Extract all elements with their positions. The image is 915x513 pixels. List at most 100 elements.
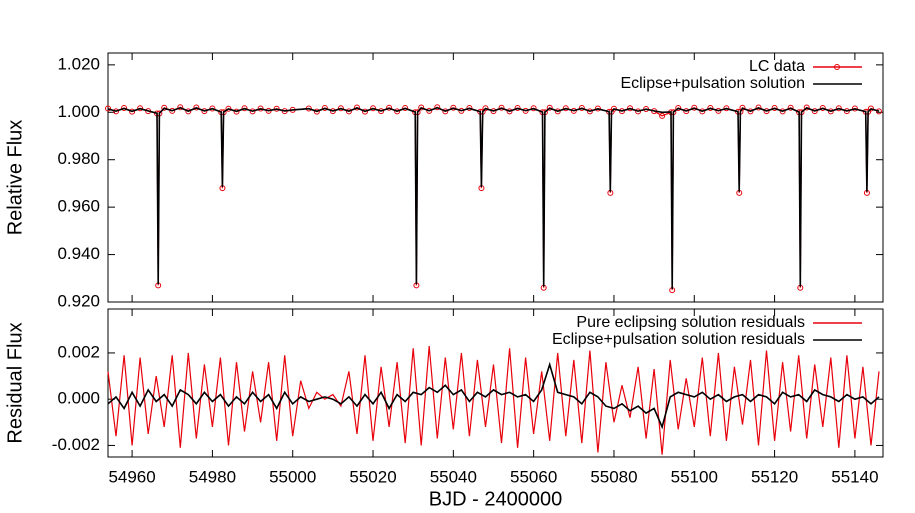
- data-point: [105, 105, 111, 112]
- data-point: [161, 104, 168, 111]
- data-point: [490, 108, 497, 115]
- data-point: [378, 108, 385, 115]
- data-point: [570, 107, 577, 114]
- data-point: [867, 105, 874, 112]
- data-point: [241, 105, 248, 112]
- x-tick-label: 55080: [590, 467, 637, 486]
- data-point: [827, 108, 834, 115]
- data-point: [113, 108, 120, 115]
- data-point: [233, 108, 240, 115]
- x-tick-label: 55100: [671, 467, 718, 486]
- legend-label: Eclipse+pulsation solution: [620, 75, 805, 92]
- data-point: [482, 105, 489, 112]
- x-tick-label: 55040: [430, 467, 477, 486]
- data-point: [779, 108, 786, 115]
- data-point: [835, 105, 842, 112]
- data-point: [458, 107, 465, 114]
- y-tick-label: 0.980: [57, 149, 100, 168]
- data-point: [225, 105, 232, 112]
- data-point: [498, 104, 505, 111]
- plot-frame: [107, 308, 884, 458]
- legend-label: Eclipse+pulsation solution residuals: [552, 331, 805, 348]
- data-point: [450, 104, 457, 111]
- data-point: [691, 104, 698, 111]
- data-point: [402, 105, 409, 112]
- data-point: [747, 108, 754, 115]
- data-point: [755, 104, 762, 111]
- data-point: [723, 105, 730, 112]
- x-tick-label: 55140: [831, 467, 878, 486]
- data-point: [434, 104, 441, 111]
- data-point: [209, 105, 216, 112]
- data-point: [546, 104, 553, 111]
- y-tick-label: -0.002: [52, 435, 100, 454]
- data-point: [418, 104, 425, 111]
- data-point: [851, 105, 858, 112]
- y-tick-label: 0.960: [57, 197, 100, 216]
- y-tick-label: 0.000: [57, 389, 100, 408]
- data-point: [627, 105, 634, 112]
- data-point: [361, 108, 368, 115]
- data-point: [201, 108, 208, 115]
- data-point: [819, 105, 826, 112]
- data-point: [386, 104, 393, 111]
- data-point: [659, 112, 666, 119]
- legend-label: Pure eclipsing solution residuals: [576, 314, 805, 331]
- data-point: [594, 105, 601, 112]
- data-point: [610, 105, 617, 112]
- data-point: [715, 107, 722, 114]
- legend-marker: [834, 64, 840, 70]
- data-point: [699, 108, 706, 115]
- x-tick-label: 55120: [751, 467, 798, 486]
- data-point: [562, 105, 569, 112]
- data-point: [787, 104, 794, 111]
- data-point: [337, 105, 344, 112]
- series-line: [107, 345, 880, 455]
- data-point: [313, 108, 320, 115]
- data-point: [137, 105, 144, 112]
- data-point: [675, 105, 682, 112]
- data-point: [683, 108, 690, 115]
- legend-label: LC data: [749, 58, 805, 75]
- data-point: [345, 108, 352, 115]
- data-point: [353, 104, 360, 111]
- x-tick-label: 54960: [108, 467, 155, 486]
- data-point: [257, 105, 264, 112]
- data-point: [763, 108, 770, 115]
- y-tick-label: 0.920: [57, 291, 100, 310]
- data-point: [329, 108, 336, 115]
- data-point: [707, 105, 714, 112]
- x-tick-label: 55020: [349, 467, 396, 486]
- data-point: [426, 107, 433, 114]
- data-point: [466, 105, 473, 112]
- data-point: [803, 104, 810, 111]
- plot-frame: [107, 52, 884, 303]
- data-point: [586, 108, 593, 115]
- data-point: [522, 107, 529, 114]
- data-point: [273, 105, 280, 112]
- data-point: [249, 108, 256, 115]
- x-tick-label: 55000: [269, 467, 316, 486]
- data-point: [530, 105, 537, 112]
- x-axis-label: BJD - 2400000: [429, 488, 562, 510]
- data-point: [370, 105, 377, 112]
- y-axis-label: Residual Flux: [4, 322, 26, 443]
- data-point: [321, 105, 328, 112]
- y-axis-label: Relative Flux: [4, 120, 26, 236]
- data-point: [771, 105, 778, 112]
- data-point: [554, 108, 561, 115]
- y-tick-label: 0.002: [57, 342, 100, 361]
- data-point: [121, 105, 128, 112]
- data-point: [193, 104, 200, 111]
- data-point: [442, 108, 449, 115]
- y-tick-label: 0.940: [57, 244, 100, 263]
- data-point: [739, 104, 746, 111]
- data-point: [185, 108, 192, 115]
- x-tick-label: 55060: [510, 467, 557, 486]
- series-line: [107, 361, 880, 430]
- data-point: [506, 108, 513, 115]
- data-point: [394, 108, 401, 115]
- y-tick-label: 1.020: [57, 54, 100, 73]
- data-point: [875, 108, 882, 115]
